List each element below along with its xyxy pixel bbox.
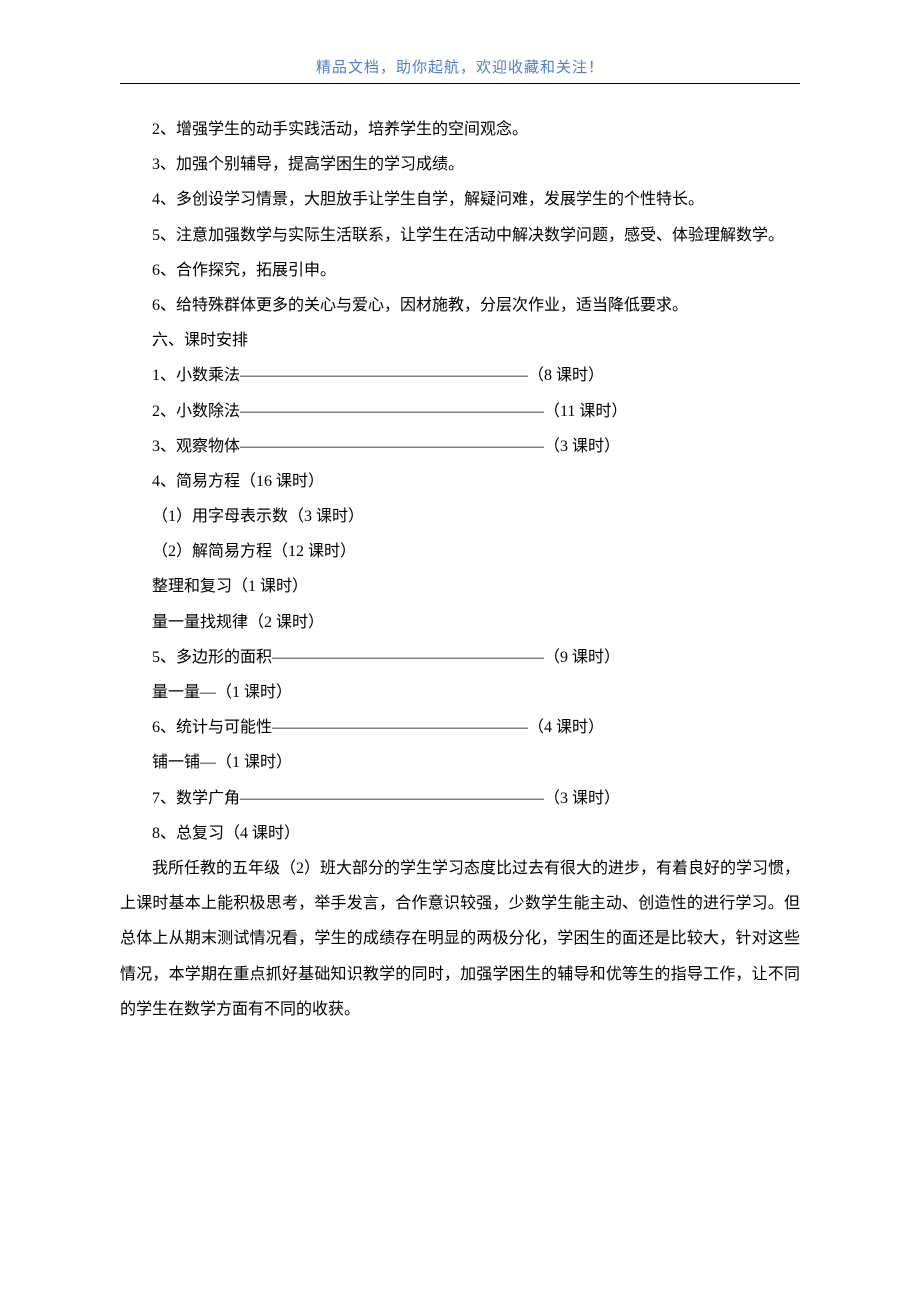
schedule-item-4: 4、简易方程（16 课时） xyxy=(120,464,800,499)
schedule-item-6: 6、统计与可能性————————————————（4 课时） xyxy=(120,710,800,745)
section-six-heading: 六、课时安排 xyxy=(120,323,800,358)
schedule-item-1: 1、小数乘法——————————————————（8 课时） xyxy=(120,358,800,393)
schedule-measure-rule: 量一量找规律（2 课时） xyxy=(120,605,800,640)
schedule-item-7: 7、数学广角———————————————————（3 课时） xyxy=(120,781,800,816)
item-3: 3、加强个别辅导，提高学困生的学习成绩。 xyxy=(120,147,800,182)
schedule-item-4-1: （1）用字母表示数（3 课时） xyxy=(120,499,800,534)
document-page: 精品文档，助你起航，欢迎收藏和关注！ 2、增强学生的动手实践活动，培养学生的空间… xyxy=(0,0,920,1302)
item-6b: 6、给特殊群体更多的关心与爱心，因材施教，分层次作业，适当降低要求。 xyxy=(120,288,800,323)
closing-paragraph: 我所任教的五年级（2）班大部分的学生学习态度比过去有很大的进步，有着良好的学习惯… xyxy=(120,851,800,1027)
schedule-item-4-2: （2）解简易方程（12 课时） xyxy=(120,534,800,569)
schedule-item-8: 8、总复习（4 课时） xyxy=(120,816,800,851)
header-banner: 精品文档，助你起航，欢迎收藏和关注！ xyxy=(120,56,800,77)
item-5: 5、注意加强数学与实际生活联系，让学生在活动中解决数学问题，感受、体验理解数学。 xyxy=(120,218,800,253)
schedule-item-2: 2、小数除法———————————————————（11 课时） xyxy=(120,394,800,429)
schedule-item-3: 3、观察物体———————————————————（3 课时） xyxy=(120,429,800,464)
item-6a: 6、合作探究，拓展引申。 xyxy=(120,253,800,288)
header-rule xyxy=(120,83,800,84)
item-2: 2、增强学生的动手实践活动，培养学生的空间观念。 xyxy=(120,112,800,147)
schedule-pave-1: 铺一铺—（1 课时） xyxy=(120,745,800,780)
schedule-review: 整理和复习（1 课时） xyxy=(120,569,800,604)
schedule-item-5: 5、多边形的面积—————————————————（9 课时） xyxy=(120,640,800,675)
schedule-measure-1: 量一量—（1 课时） xyxy=(120,675,800,710)
item-4: 4、多创设学习情景，大胆放手让学生自学，解疑问难，发展学生的个性特长。 xyxy=(120,182,800,217)
header-banner-text: 精品文档，助你起航，欢迎收藏和关注！ xyxy=(316,59,604,76)
